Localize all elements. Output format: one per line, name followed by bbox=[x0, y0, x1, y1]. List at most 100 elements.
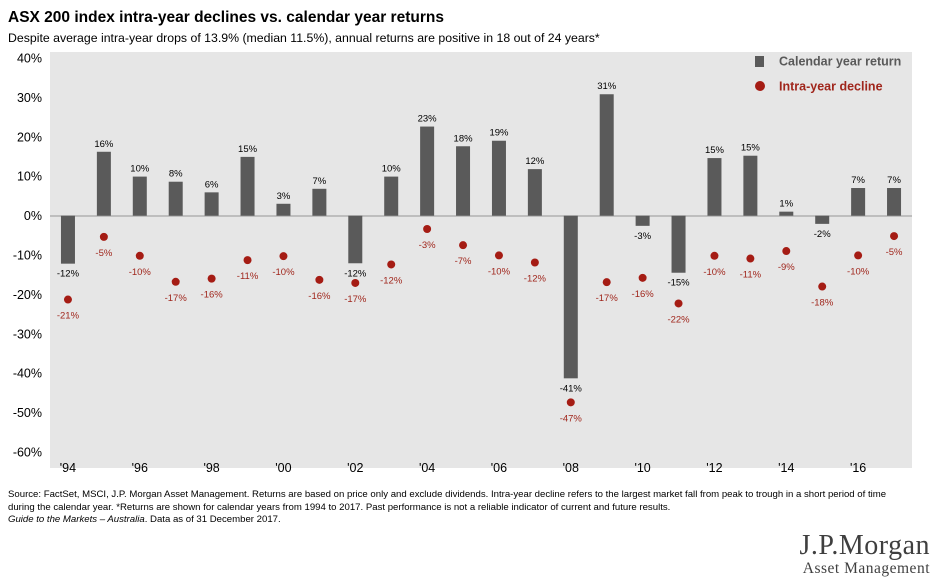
y-tick-label: 10% bbox=[17, 170, 42, 184]
guide-date: . Data as of 31 December 2017. bbox=[144, 514, 281, 525]
return-bar bbox=[635, 215, 650, 226]
chart: 40% 30% 20% 10% 0% -10% -20% -30% -40% -50% -60% '… bbox=[13, 52, 912, 475]
x-tick-label: '06 bbox=[491, 461, 507, 475]
decline-label: -10% bbox=[703, 267, 726, 278]
decline-label: -10% bbox=[488, 266, 511, 277]
decline-label: -7% bbox=[455, 256, 472, 267]
x-tick-label: '08 bbox=[563, 461, 579, 475]
decline-dots: -21% -5% -10% -17% -16% -11% -10% -16% -17% -12% -… bbox=[57, 224, 903, 424]
return-label: 12% bbox=[525, 156, 545, 167]
return-bar bbox=[312, 188, 327, 216]
return-bars: -12% 16% 10% 8% 6% 15% 3% 7% -12% 10% 23% 18% 19% 12%… bbox=[57, 81, 902, 394]
x-axis: '94 '96 '98 '00 '02 '04 '06 '08 '10 '12 '14 '16 bbox=[60, 461, 867, 475]
decline-dot bbox=[315, 275, 324, 284]
x-tick-label: '00 bbox=[275, 461, 291, 475]
decline-label: -16% bbox=[201, 290, 224, 301]
decline-dot bbox=[171, 277, 180, 286]
y-tick-label: 40% bbox=[17, 52, 42, 66]
guide-line: Guide to the Markets – Australia. Data a… bbox=[8, 514, 908, 527]
decline-label: -47% bbox=[560, 413, 583, 424]
return-label: 10% bbox=[382, 164, 402, 175]
y-axis: 40% 30% 20% 10% 0% -10% -20% -30% -40% -50% -60% bbox=[13, 52, 42, 460]
return-label: -3% bbox=[634, 231, 651, 242]
return-label: 10% bbox=[130, 164, 150, 175]
decline-dot bbox=[387, 260, 396, 269]
decline-dot bbox=[818, 282, 827, 291]
return-bar bbox=[168, 181, 183, 216]
return-bar bbox=[563, 215, 578, 379]
legend-bar-swatch bbox=[755, 56, 764, 67]
decline-dot bbox=[135, 251, 144, 260]
decline-dot bbox=[566, 398, 575, 407]
x-tick-label: '14 bbox=[778, 461, 794, 475]
decline-label: -3% bbox=[419, 240, 436, 251]
return-label: 7% bbox=[887, 175, 901, 186]
return-label: 15% bbox=[705, 145, 725, 156]
decline-dot bbox=[530, 258, 539, 267]
x-tick-label: '16 bbox=[850, 461, 866, 475]
x-tick-label: '98 bbox=[203, 461, 219, 475]
decline-dot bbox=[674, 299, 683, 308]
x-tick-label: '12 bbox=[706, 461, 722, 475]
return-bar bbox=[240, 156, 255, 216]
decline-dot bbox=[351, 278, 360, 287]
source-note: Source: FactSet, MSCI, J.P. Morgan Asset… bbox=[8, 489, 908, 527]
x-tick-label: '10 bbox=[634, 461, 650, 475]
return-bar bbox=[491, 140, 506, 216]
decline-label: -22% bbox=[667, 314, 690, 325]
x-tick-label: '04 bbox=[419, 461, 435, 475]
legend-dot-label: Intra-year decline bbox=[779, 80, 883, 94]
legend: Calendar year return Intra-year decline bbox=[755, 55, 901, 94]
decline-label: -16% bbox=[308, 291, 331, 302]
decline-dot bbox=[63, 295, 72, 304]
y-tick-label: -60% bbox=[13, 446, 42, 460]
return-label: 15% bbox=[741, 143, 761, 154]
return-label: -12% bbox=[57, 269, 80, 280]
x-tick-label: '94 bbox=[60, 461, 76, 475]
decline-label: -9% bbox=[778, 262, 795, 273]
decline-label: -17% bbox=[344, 294, 367, 305]
return-label: 7% bbox=[313, 176, 327, 187]
decline-dot bbox=[243, 256, 252, 265]
x-tick-label: '96 bbox=[132, 461, 148, 475]
decline-dot bbox=[710, 251, 719, 260]
return-label: 1% bbox=[779, 199, 793, 210]
return-bar bbox=[707, 158, 722, 216]
return-label: 6% bbox=[205, 179, 219, 190]
decline-dot bbox=[890, 232, 899, 241]
return-bar bbox=[132, 176, 147, 216]
x-tick-label: '02 bbox=[347, 461, 363, 475]
return-label: 31% bbox=[597, 81, 617, 92]
legend-bar-label: Calendar year return bbox=[779, 55, 901, 69]
decline-label: -10% bbox=[272, 267, 295, 278]
decline-label: -5% bbox=[886, 247, 903, 258]
logo-subtitle: Asset Management bbox=[802, 560, 930, 577]
return-label: -41% bbox=[560, 383, 583, 394]
decline-dot bbox=[602, 278, 611, 287]
return-bar bbox=[456, 146, 471, 216]
decline-label: -10% bbox=[129, 267, 152, 278]
return-label: 3% bbox=[277, 191, 291, 202]
decline-dot bbox=[207, 274, 216, 283]
decline-label: -10% bbox=[847, 266, 870, 277]
guide-title: Guide to the Markets – Australia bbox=[8, 514, 145, 525]
decline-label: -12% bbox=[524, 273, 547, 284]
chart-subtitle: Despite average intra-year drops of 13.9… bbox=[8, 31, 600, 45]
decline-label: -11% bbox=[237, 271, 259, 282]
decline-dot bbox=[459, 241, 468, 250]
decline-label: -17% bbox=[165, 293, 188, 304]
decline-dot bbox=[423, 224, 432, 233]
return-bar bbox=[851, 188, 866, 216]
y-tick-label: -30% bbox=[13, 327, 42, 341]
decline-label: -17% bbox=[596, 293, 619, 304]
chart-title: ASX 200 index intra-year declines vs. ca… bbox=[8, 9, 444, 26]
return-label: -12% bbox=[344, 268, 367, 279]
decline-label: -5% bbox=[95, 248, 112, 259]
return-bar bbox=[779, 211, 794, 216]
return-label: 7% bbox=[851, 175, 865, 186]
decline-label: -21% bbox=[57, 311, 80, 322]
decline-label: -18% bbox=[811, 298, 834, 309]
return-bar bbox=[671, 215, 686, 273]
y-tick-label: 0% bbox=[24, 209, 42, 223]
decline-dot bbox=[279, 252, 288, 261]
